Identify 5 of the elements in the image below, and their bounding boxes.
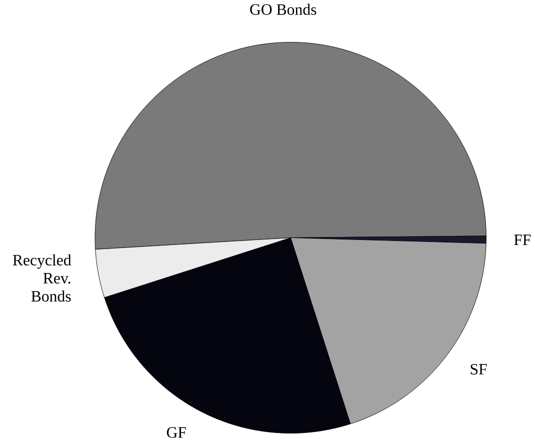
slice-label: GO Bonds bbox=[250, 4, 316, 16]
slice-label: Recycled Rev. Bonds bbox=[12, 254, 72, 302]
slice-label: FF bbox=[514, 234, 531, 246]
slice-label: SF bbox=[470, 364, 487, 375]
slice-label: GF bbox=[166, 427, 186, 438]
